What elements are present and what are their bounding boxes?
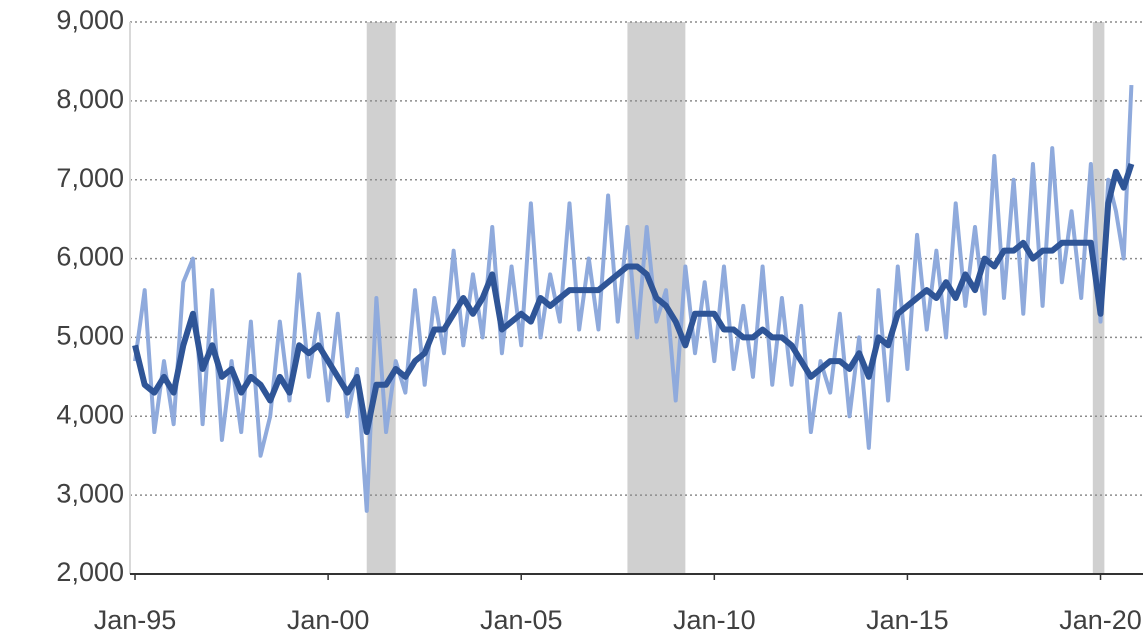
x-tick-label: Jan-05 (480, 605, 563, 635)
x-tick-label: Jan-95 (94, 605, 177, 635)
x-tick-label: Jan-10 (673, 605, 756, 635)
recession-band (366, 22, 396, 574)
x-tick-label: Jan-00 (287, 605, 370, 635)
y-tick-label: 3,000 (56, 478, 124, 508)
y-tick-label: 5,000 (56, 321, 124, 351)
x-tick-label: Jan-15 (866, 605, 949, 635)
y-tick-label: 6,000 (56, 242, 124, 272)
y-tick-label: 2,000 (56, 557, 124, 587)
y-tick-label: 8,000 (56, 84, 124, 114)
y-tick-label: 9,000 (56, 5, 124, 35)
x-tick-label: Jan-20 (1059, 605, 1142, 635)
y-tick-label: 4,000 (56, 399, 124, 429)
y-tick-label: 7,000 (56, 163, 124, 193)
series-line (132, 163, 1135, 436)
series-line (133, 84, 1134, 513)
